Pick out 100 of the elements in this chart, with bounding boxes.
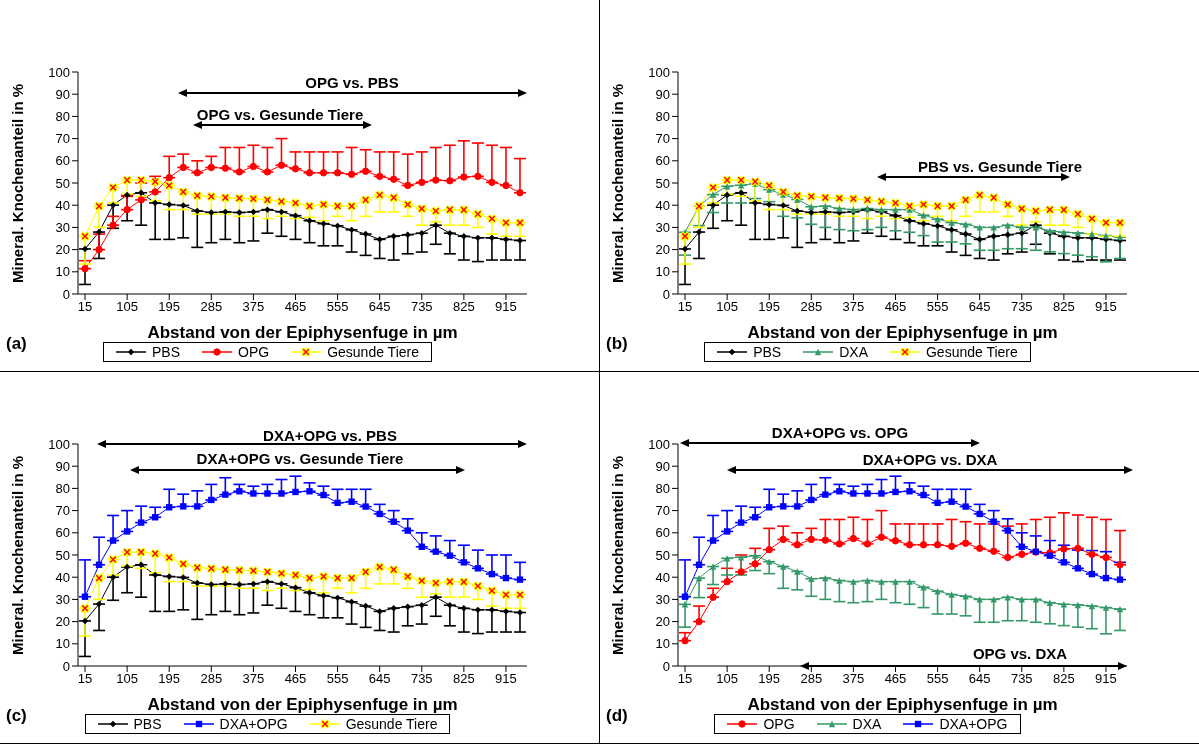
x-tick-label: 285 [200,299,223,315]
y-tick-label: 100 [48,64,70,80]
y-tick-label: 90 [55,458,70,474]
y-tick-label: 0 [62,658,70,674]
legend-label: DXA+OPG [219,716,288,732]
y-tick-label: 50 [55,547,70,563]
x-tick-label: 735 [410,671,433,687]
annotation: DXA+OPG vs. DXA [861,451,999,469]
y-tick-label: 100 [648,64,670,80]
y-tick-label: 30 [655,220,670,236]
y-axis-title: Mineral. Knochenanteil in % [609,455,627,655]
x-tick-label: 105 [116,299,138,315]
y-tick-label: 60 [55,153,70,169]
x-tick-label: 735 [1010,671,1033,687]
y-tick-label: 70 [55,131,70,147]
x-tick-label: 15 [77,671,93,687]
x-tick-label: 555 [926,299,949,315]
y-tick-label: 50 [655,547,670,563]
legend-label: PBS [152,344,181,360]
y-tick-label: 70 [655,131,670,147]
annotation: DXA+OPG vs. Gesunde Tiere [195,450,405,468]
annotation: OPG vs. PBS [304,74,400,92]
y-tick-label: 10 [655,636,670,652]
x-tick-label: 375 [242,671,265,687]
x-tick-label: 645 [368,299,391,315]
y-axis-title: Mineral. Knochenanteil in % [9,83,27,283]
x-tick-label: 825 [1053,671,1075,687]
x-tick-label: 375 [842,299,865,315]
y-tick-label: 10 [655,264,670,280]
x-tick-label: 15 [77,299,93,315]
y-tick-label: 40 [55,197,70,213]
y-tick-label: 30 [55,220,70,236]
y-tick-label: 70 [655,503,670,519]
x-tick-label: 825 [453,671,475,687]
annotation: DXA+OPG vs. PBS [262,427,398,445]
y-tick-label: 0 [662,286,670,302]
x-tick-label: 465 [284,671,307,687]
x-tick-label: 735 [410,299,433,315]
x-tick-label: 15 [677,299,693,315]
x-tick-label: 285 [800,671,823,687]
x-tick-label: 195 [158,299,181,315]
x-tick-label: 195 [758,299,781,315]
x-tick-label: 915 [495,671,517,687]
y-tick-label: 20 [55,242,70,258]
legend-label: DXA [839,344,868,360]
annotation: OPG vs. Gesunde Tiere [195,106,365,124]
y-tick-label: 20 [655,614,670,630]
y-tick-label: 80 [55,109,70,125]
y-tick-label: 0 [662,658,670,674]
x-tick-label: 375 [242,299,265,315]
y-tick-label: 80 [655,481,670,497]
y-tick-label: 70 [55,503,70,519]
x-tick-label: 645 [968,299,991,315]
x-tick-label: 915 [1095,299,1117,315]
y-tick-label: 50 [655,175,670,191]
legend-label: DXA [852,716,882,732]
y-tick-label: 20 [655,242,670,258]
legend-label: Gesunde Tiere [925,344,1018,360]
x-tick-label: 15 [677,671,693,687]
y-axis-title: Mineral. Knochenanteil in % [9,455,27,655]
x-tick-label: 375 [842,671,865,687]
y-tick-label: 60 [655,525,670,541]
y-tick-label: 30 [655,592,670,608]
x-tick-label: 825 [453,299,475,315]
x-tick-label: 555 [326,299,349,315]
y-tick-label: 100 [648,436,670,452]
x-tick-label: 555 [326,671,349,687]
x-tick-label: 825 [1053,299,1075,315]
y-tick-label: 90 [655,458,670,474]
legend-label: PBS [133,716,162,732]
x-tick-label: 195 [758,671,781,687]
x-tick-label: 915 [495,299,517,315]
y-tick-label: 50 [55,175,70,191]
y-tick-label: 60 [55,525,70,541]
x-tick-label: 285 [800,299,823,315]
x-axis-title: Abstand von der Epiphysenfuge in µm [747,323,1058,342]
x-tick-label: 915 [1095,671,1117,687]
x-tick-label: 105 [716,299,738,315]
legend-label: PBS [753,344,782,360]
legend-label: OPG [238,344,270,360]
y-tick-label: 10 [55,636,70,652]
y-tick-label: 80 [55,481,70,497]
y-tick-label: 40 [55,569,70,585]
y-tick-label: 100 [48,436,70,452]
x-tick-label: 465 [884,671,907,687]
y-tick-label: 80 [655,109,670,125]
text: (b) [606,334,628,354]
x-axis-title: Abstand von der Epiphysenfuge in µm [147,695,458,714]
y-tick-label: 90 [55,86,70,102]
y-tick-label: 40 [655,197,670,213]
annotation: OPG vs. DXA [971,645,1069,663]
y-tick-label: 0 [62,286,70,302]
x-tick-label: 645 [368,671,391,687]
y-tick-label: 10 [55,264,70,280]
x-tick-label: 105 [116,671,138,687]
x-axis-title: Abstand von der Epiphysenfuge in µm [147,323,458,342]
x-tick-label: 195 [158,671,181,687]
legend-label: OPG [763,716,795,732]
x-tick-label: 645 [968,671,991,687]
annotation: PBS vs. Gesunde Tiere [917,158,1083,176]
